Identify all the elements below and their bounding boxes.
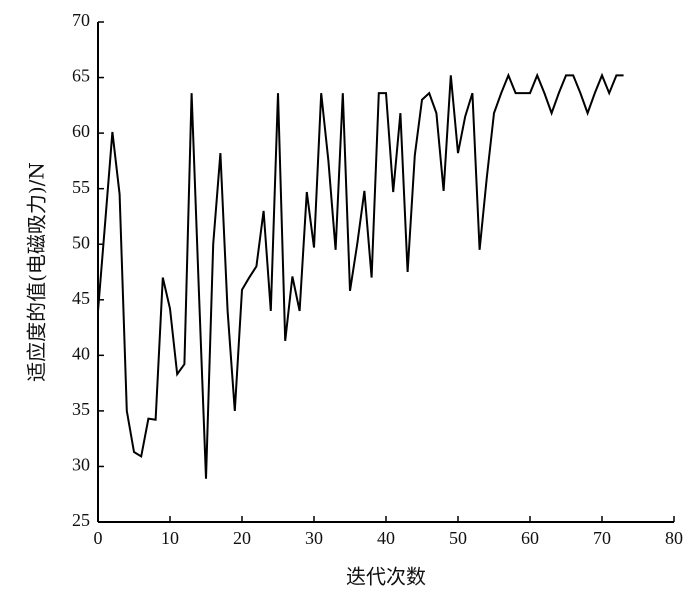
y-tick-label: 45 <box>72 288 90 308</box>
x-tick-label: 0 <box>94 528 103 548</box>
y-tick-label: 25 <box>72 510 90 530</box>
y-tick-label: 65 <box>72 66 90 86</box>
y-tick-label: 50 <box>72 232 90 252</box>
x-tick-label: 50 <box>449 528 467 548</box>
x-tick-label: 10 <box>161 528 179 548</box>
x-tick-label: 80 <box>665 528 683 548</box>
x-tick-label: 40 <box>377 528 395 548</box>
x-tick-label: 70 <box>593 528 611 548</box>
y-tick-label: 70 <box>72 10 90 30</box>
y-axis-title: 适应度的值(电磁吸力)/N <box>25 162 49 382</box>
data-line <box>97 72 624 479</box>
y-tick-label: 30 <box>72 455 90 475</box>
x-tick-label: 20 <box>233 528 251 548</box>
x-axis-title: 迭代次数 <box>346 565 426 589</box>
y-tick-label: 35 <box>72 399 90 419</box>
y-tick-label: 60 <box>72 121 90 141</box>
y-tick-label: 55 <box>72 177 90 197</box>
x-tick-label: 60 <box>521 528 539 548</box>
x-tick-label: 30 <box>305 528 323 548</box>
y-tick-label: 40 <box>72 343 90 363</box>
